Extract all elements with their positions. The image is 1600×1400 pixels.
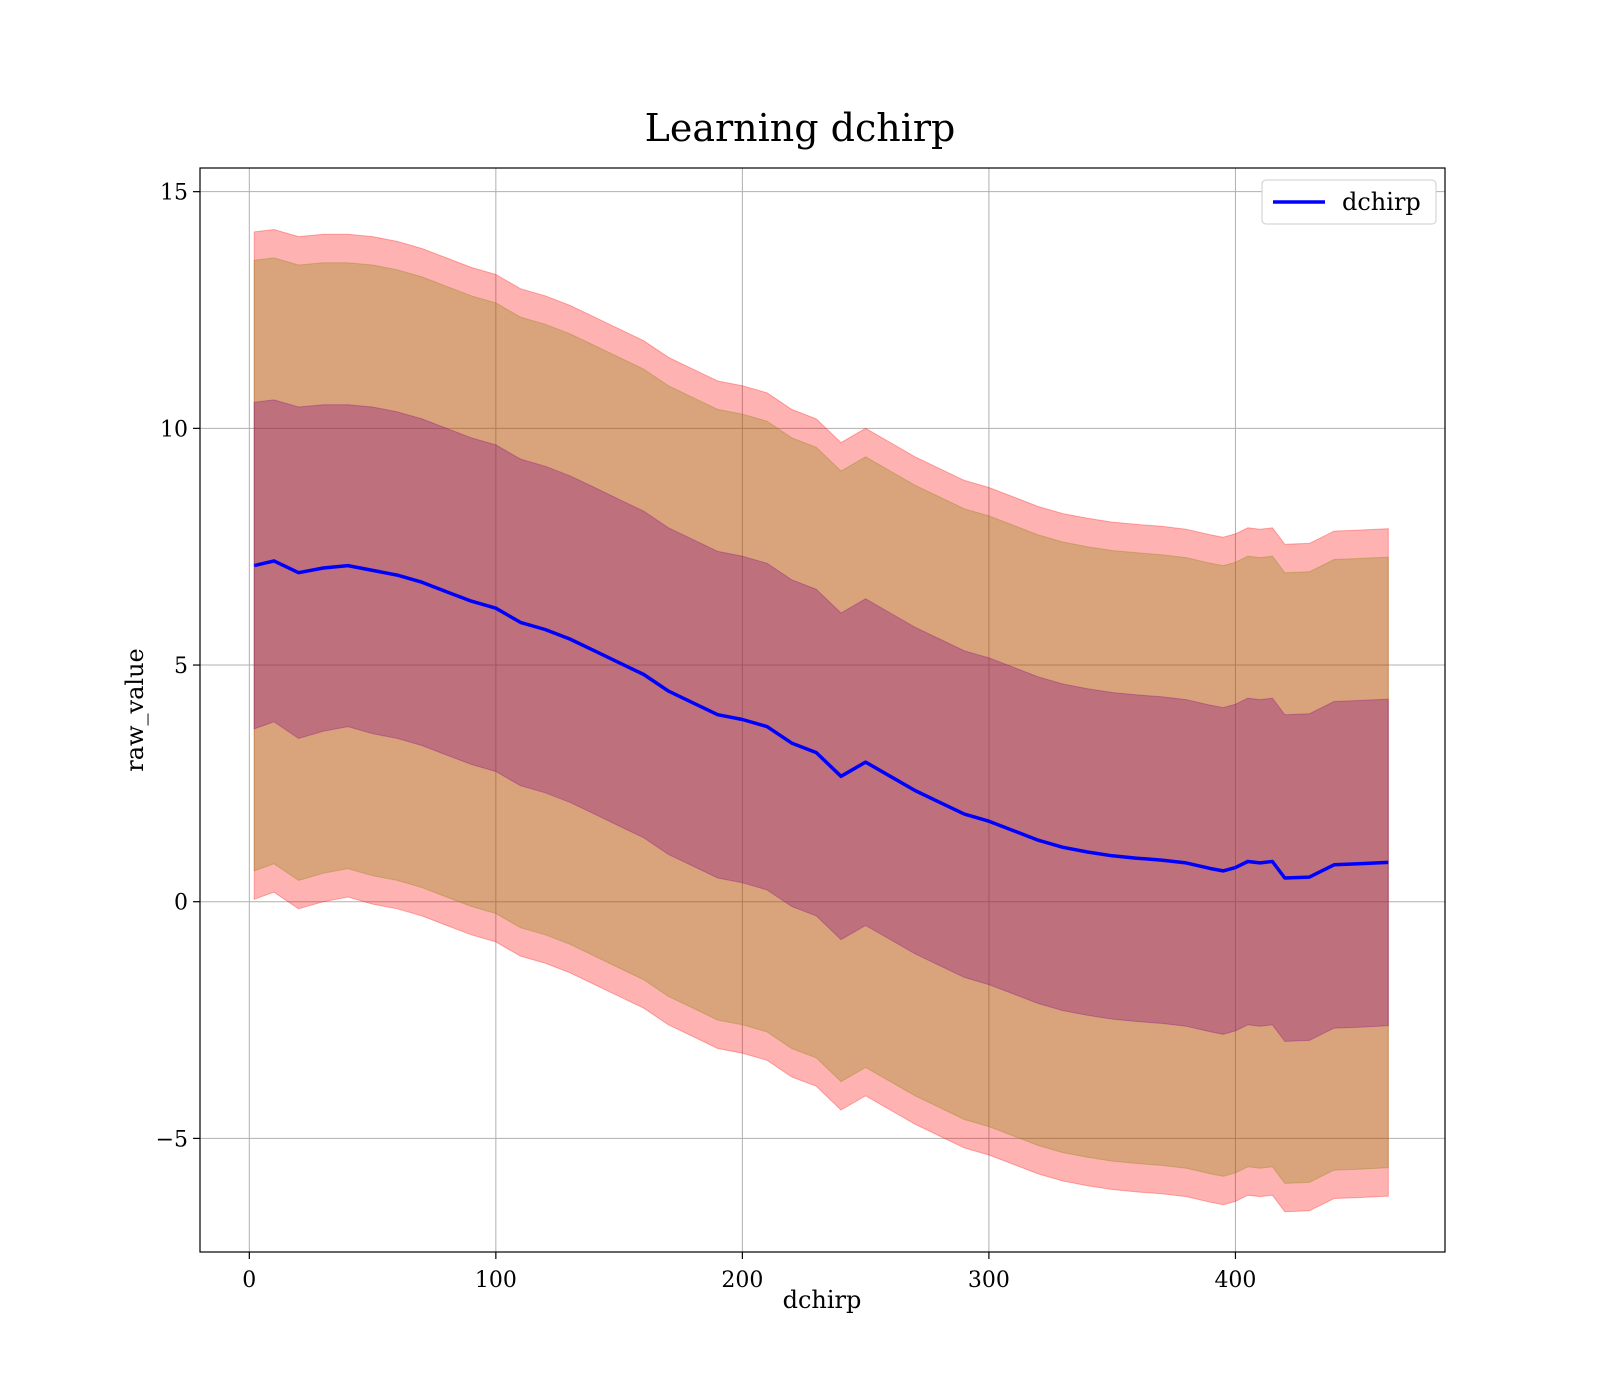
band-0 [253, 228, 1389, 1213]
x-tick-label: 400 [1214, 1268, 1256, 1293]
x-axis-ticks: 0 100 200 300 400 [242, 1252, 1256, 1293]
band-2 [253, 399, 1389, 1042]
series-lines [253, 559, 1389, 880]
chart-title: Learning dchirp [645, 106, 956, 150]
y-axis-ticks: −5 0 5 10 15 [156, 181, 200, 1152]
x-axis-label: dchirp [783, 1286, 862, 1314]
y-tick-label: 0 [174, 891, 188, 916]
legend: dchirp [1261, 179, 1437, 225]
confidence-bands [253, 228, 1389, 1213]
y-tick-label: 5 [174, 654, 188, 679]
x-tick-label: 0 [242, 1268, 256, 1293]
x-tick-label: 200 [721, 1268, 763, 1293]
x-tick-label: 100 [475, 1268, 517, 1293]
legend-label: dchirp [1342, 188, 1421, 216]
y-axis-label: raw_value [121, 648, 149, 772]
legend-box [1261, 179, 1437, 225]
band-1 [253, 257, 1389, 1184]
grid [200, 168, 1445, 1252]
plot-frame [199, 167, 1446, 1253]
y-tick-label: 10 [160, 417, 188, 442]
y-tick-label: −5 [156, 1127, 188, 1152]
series-line-0 [253, 559, 1389, 880]
y-tick-label: 15 [160, 181, 188, 206]
x-tick-label: 300 [968, 1268, 1010, 1293]
